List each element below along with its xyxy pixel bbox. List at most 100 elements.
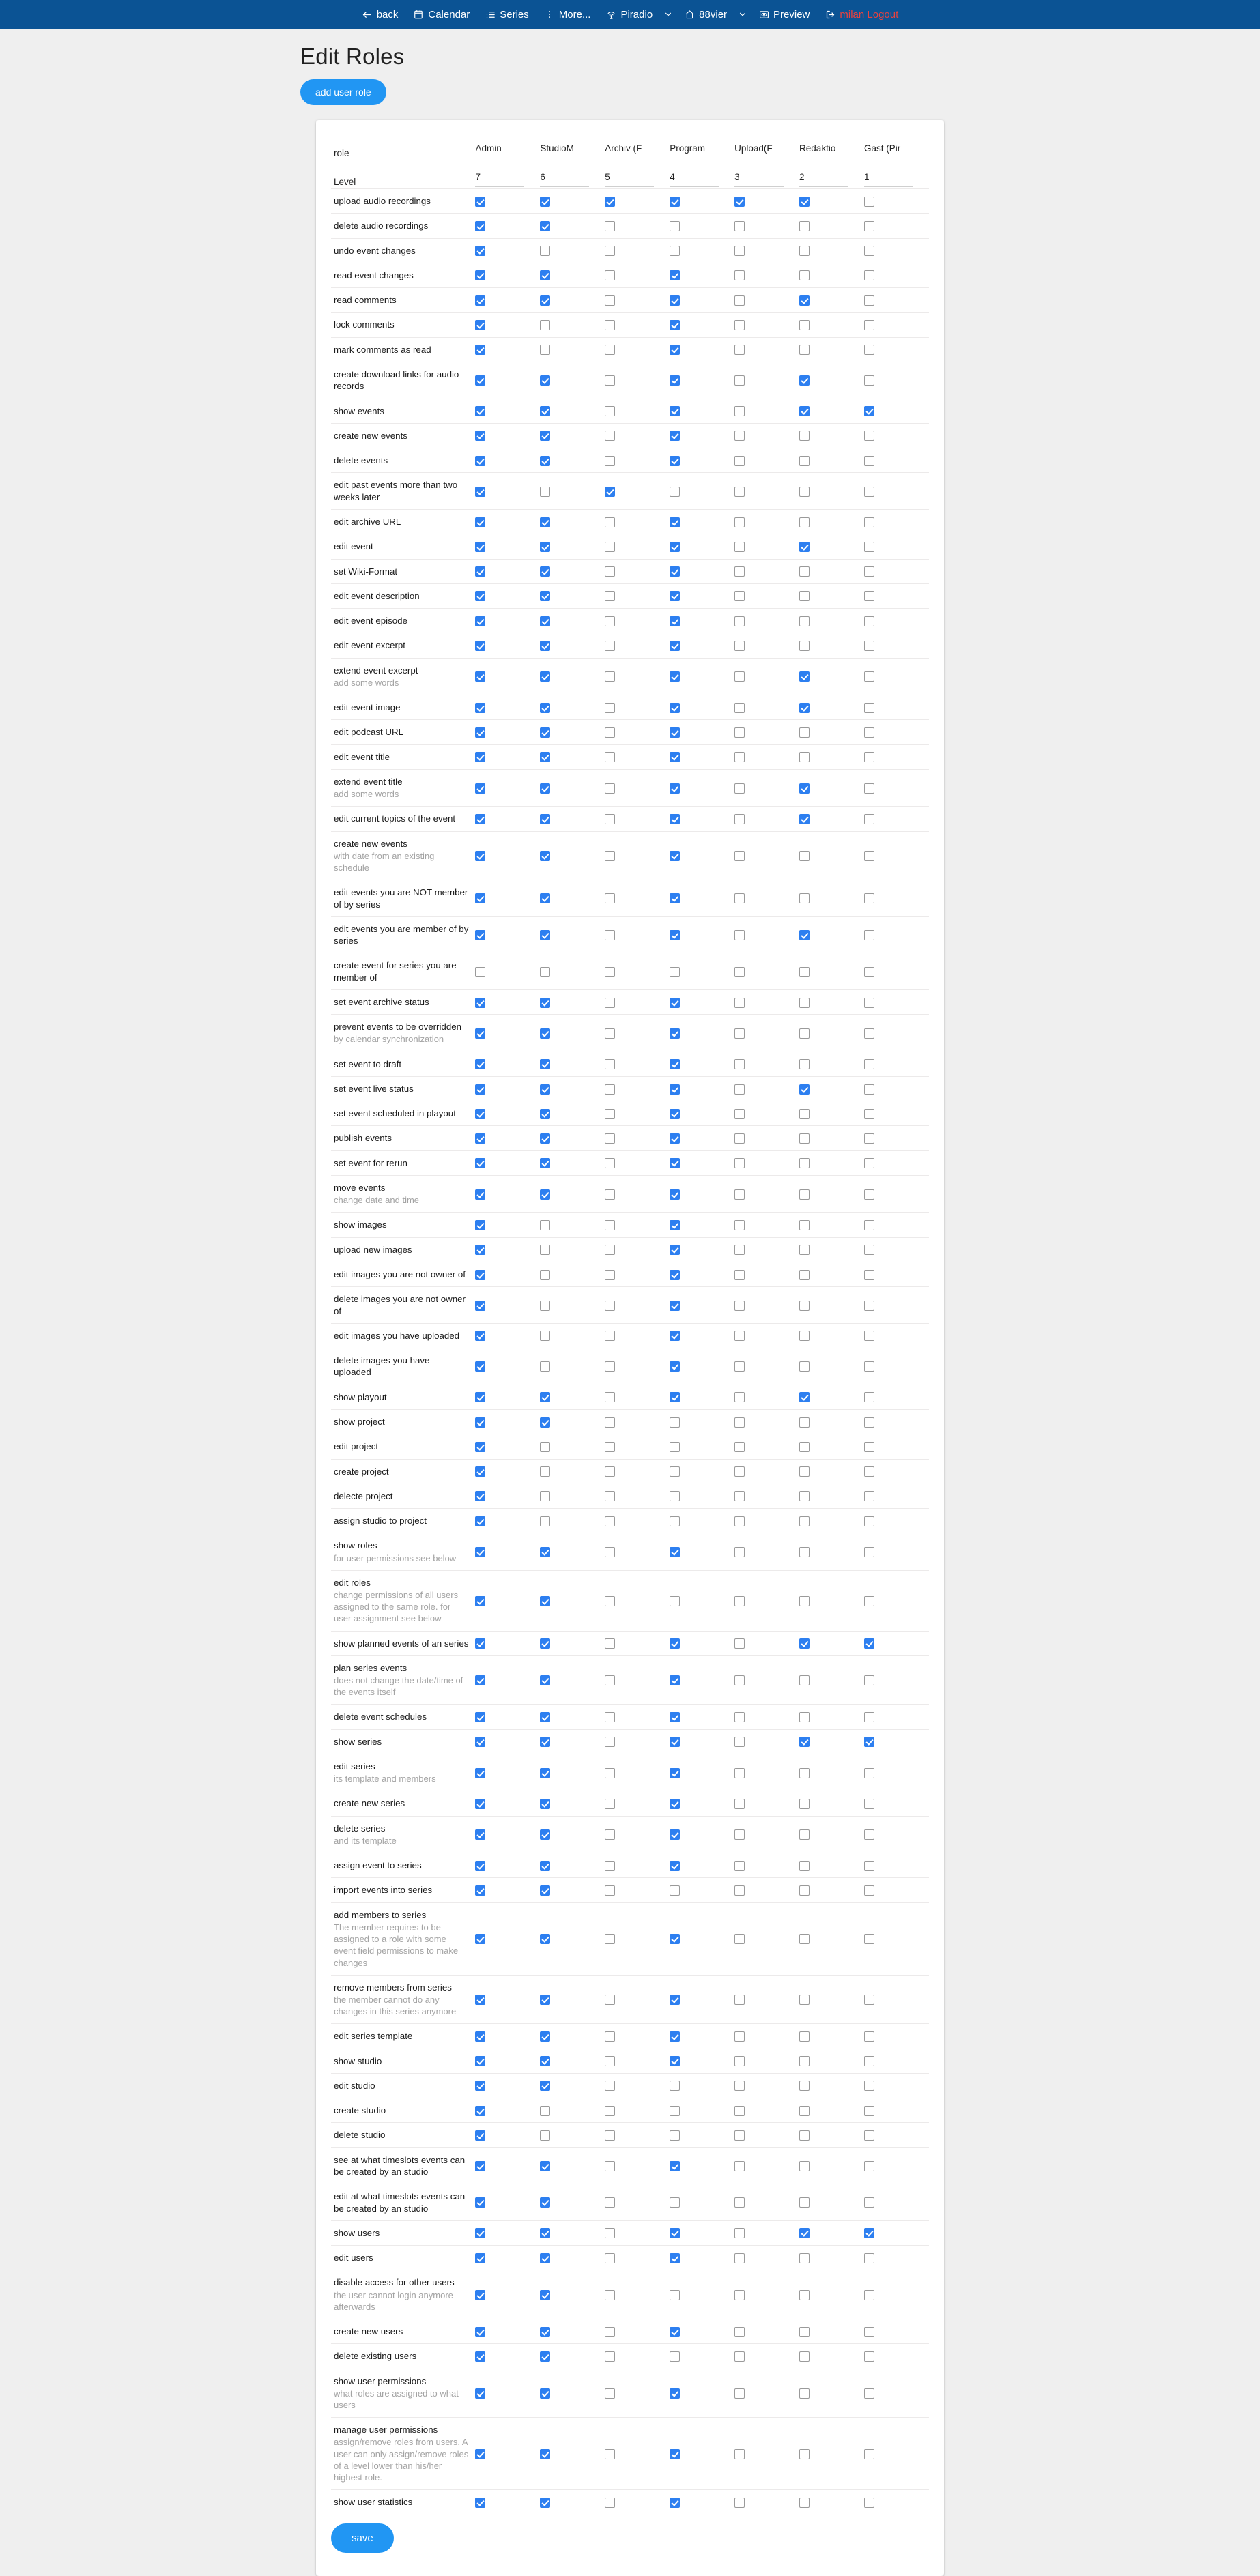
- permission-checkbox-r41-c0[interactable]: [475, 1361, 486, 1372]
- permission-checkbox-r74-c6[interactable]: [863, 2448, 874, 2459]
- permission-checkbox-r9-c2[interactable]: [605, 431, 616, 442]
- permission-checkbox-r25-c3[interactable]: [670, 893, 681, 904]
- permission-checkbox-r16-c1[interactable]: [540, 616, 551, 626]
- permission-checkbox-r62-c3[interactable]: [670, 2056, 681, 2067]
- permission-checkbox-r15-c0[interactable]: [475, 591, 486, 602]
- permission-checkbox-r69-c3[interactable]: [670, 2253, 681, 2263]
- permission-checkbox-r34-c4[interactable]: [734, 1158, 745, 1169]
- permission-checkbox-r2-c6[interactable]: [863, 246, 874, 257]
- permission-checkbox-r75-c4[interactable]: [734, 2497, 745, 2508]
- permission-checkbox-r70-c3[interactable]: [670, 2289, 681, 2300]
- permission-checkbox-r60-c2[interactable]: [605, 1994, 616, 2005]
- permission-checkbox-r39-c3[interactable]: [670, 1300, 681, 1311]
- permission-checkbox-r47-c3[interactable]: [670, 1516, 681, 1526]
- permission-checkbox-r61-c4[interactable]: [734, 2031, 745, 2042]
- level-input-3[interactable]: [670, 171, 719, 187]
- permission-checkbox-r60-c3[interactable]: [670, 1994, 681, 2005]
- permission-checkbox-r27-c2[interactable]: [605, 966, 616, 977]
- permission-checkbox-r17-c5[interactable]: [799, 640, 810, 651]
- permission-checkbox-r3-c1[interactable]: [540, 270, 551, 281]
- permission-checkbox-r75-c1[interactable]: [540, 2497, 551, 2508]
- permission-checkbox-r55-c6[interactable]: [863, 1799, 874, 1810]
- permission-checkbox-r7-c5[interactable]: [799, 375, 810, 386]
- permission-checkbox-r14-c6[interactable]: [863, 566, 874, 577]
- permission-checkbox-r8-c1[interactable]: [540, 406, 551, 417]
- permission-checkbox-r60-c4[interactable]: [734, 1994, 745, 2005]
- permission-checkbox-r11-c1[interactable]: [540, 486, 551, 497]
- permission-checkbox-r51-c2[interactable]: [605, 1675, 616, 1686]
- permission-checkbox-r43-c3[interactable]: [670, 1417, 681, 1428]
- permission-checkbox-r30-c1[interactable]: [540, 1059, 551, 1070]
- permission-checkbox-r17-c4[interactable]: [734, 640, 745, 651]
- permission-checkbox-r35-c1[interactable]: [540, 1189, 551, 1200]
- permission-checkbox-r62-c0[interactable]: [475, 2056, 486, 2067]
- permission-checkbox-r25-c0[interactable]: [475, 893, 486, 904]
- permission-checkbox-r11-c2[interactable]: [605, 486, 616, 497]
- nav-series[interactable]: Series: [477, 9, 536, 20]
- permission-checkbox-r9-c1[interactable]: [540, 431, 551, 442]
- permission-checkbox-r26-c1[interactable]: [540, 930, 551, 941]
- permission-checkbox-r6-c3[interactable]: [670, 345, 681, 356]
- level-input-0[interactable]: [475, 171, 525, 187]
- permission-checkbox-r39-c0[interactable]: [475, 1300, 486, 1311]
- permission-checkbox-r17-c2[interactable]: [605, 640, 616, 651]
- permission-checkbox-r19-c1[interactable]: [540, 702, 551, 713]
- permission-checkbox-r47-c6[interactable]: [863, 1516, 874, 1526]
- permission-checkbox-r66-c0[interactable]: [475, 2160, 486, 2171]
- permission-checkbox-r45-c4[interactable]: [734, 1466, 745, 1477]
- permission-checkbox-r12-c6[interactable]: [863, 517, 874, 527]
- permission-checkbox-r72-c3[interactable]: [670, 2351, 681, 2362]
- permission-checkbox-r29-c4[interactable]: [734, 1028, 745, 1039]
- permission-checkbox-r73-c4[interactable]: [734, 2388, 745, 2399]
- permission-checkbox-r32-c6[interactable]: [863, 1108, 874, 1119]
- permission-checkbox-r5-c6[interactable]: [863, 320, 874, 331]
- permission-checkbox-r12-c3[interactable]: [670, 517, 681, 527]
- chevron-down-icon-2[interactable]: [734, 10, 751, 19]
- permission-checkbox-r56-c4[interactable]: [734, 1829, 745, 1840]
- permission-checkbox-r24-c4[interactable]: [734, 850, 745, 861]
- permission-checkbox-r37-c5[interactable]: [799, 1245, 810, 1256]
- permission-checkbox-r19-c3[interactable]: [670, 702, 681, 713]
- permission-checkbox-r59-c5[interactable]: [799, 1934, 810, 1945]
- permission-checkbox-r59-c3[interactable]: [670, 1934, 681, 1945]
- permission-checkbox-r31-c4[interactable]: [734, 1084, 745, 1095]
- permission-checkbox-r71-c1[interactable]: [540, 2326, 551, 2337]
- role-name-input-5[interactable]: [799, 142, 849, 158]
- permission-checkbox-r68-c6[interactable]: [863, 2228, 874, 2239]
- permission-checkbox-r9-c4[interactable]: [734, 431, 745, 442]
- permission-checkbox-r11-c6[interactable]: [863, 486, 874, 497]
- permission-checkbox-r14-c3[interactable]: [670, 566, 681, 577]
- permission-checkbox-r57-c4[interactable]: [734, 1860, 745, 1871]
- permission-checkbox-r22-c4[interactable]: [734, 783, 745, 794]
- permission-checkbox-r44-c5[interactable]: [799, 1441, 810, 1452]
- permission-checkbox-r34-c5[interactable]: [799, 1158, 810, 1169]
- permission-checkbox-r74-c2[interactable]: [605, 2448, 616, 2459]
- permission-checkbox-r37-c1[interactable]: [540, 1245, 551, 1256]
- permission-checkbox-r42-c2[interactable]: [605, 1392, 616, 1403]
- permission-checkbox-r8-c4[interactable]: [734, 406, 745, 417]
- permission-checkbox-r26-c2[interactable]: [605, 930, 616, 941]
- permission-checkbox-r6-c6[interactable]: [863, 345, 874, 356]
- permission-checkbox-r63-c1[interactable]: [540, 2081, 551, 2092]
- permission-checkbox-r5-c2[interactable]: [605, 320, 616, 331]
- permission-checkbox-r1-c6[interactable]: [863, 220, 874, 231]
- permission-checkbox-r19-c4[interactable]: [734, 702, 745, 713]
- permission-checkbox-r25-c2[interactable]: [605, 893, 616, 904]
- permission-checkbox-r53-c2[interactable]: [605, 1737, 616, 1748]
- permission-checkbox-r55-c3[interactable]: [670, 1799, 681, 1810]
- permission-checkbox-r53-c1[interactable]: [540, 1737, 551, 1748]
- permission-checkbox-r23-c5[interactable]: [799, 813, 810, 824]
- permission-checkbox-r59-c0[interactable]: [475, 1934, 486, 1945]
- role-name-input-2[interactable]: [605, 142, 655, 158]
- permission-checkbox-r35-c4[interactable]: [734, 1189, 745, 1200]
- permission-checkbox-r15-c6[interactable]: [863, 591, 874, 602]
- permission-checkbox-r39-c5[interactable]: [799, 1300, 810, 1311]
- permission-checkbox-r75-c0[interactable]: [475, 2497, 486, 2508]
- permission-checkbox-r45-c1[interactable]: [540, 1466, 551, 1477]
- permission-checkbox-r12-c4[interactable]: [734, 517, 745, 527]
- permission-checkbox-r48-c4[interactable]: [734, 1547, 745, 1558]
- permission-checkbox-r30-c2[interactable]: [605, 1059, 616, 1070]
- permission-checkbox-r51-c6[interactable]: [863, 1675, 874, 1686]
- permission-checkbox-r69-c5[interactable]: [799, 2253, 810, 2263]
- permission-checkbox-r16-c6[interactable]: [863, 616, 874, 626]
